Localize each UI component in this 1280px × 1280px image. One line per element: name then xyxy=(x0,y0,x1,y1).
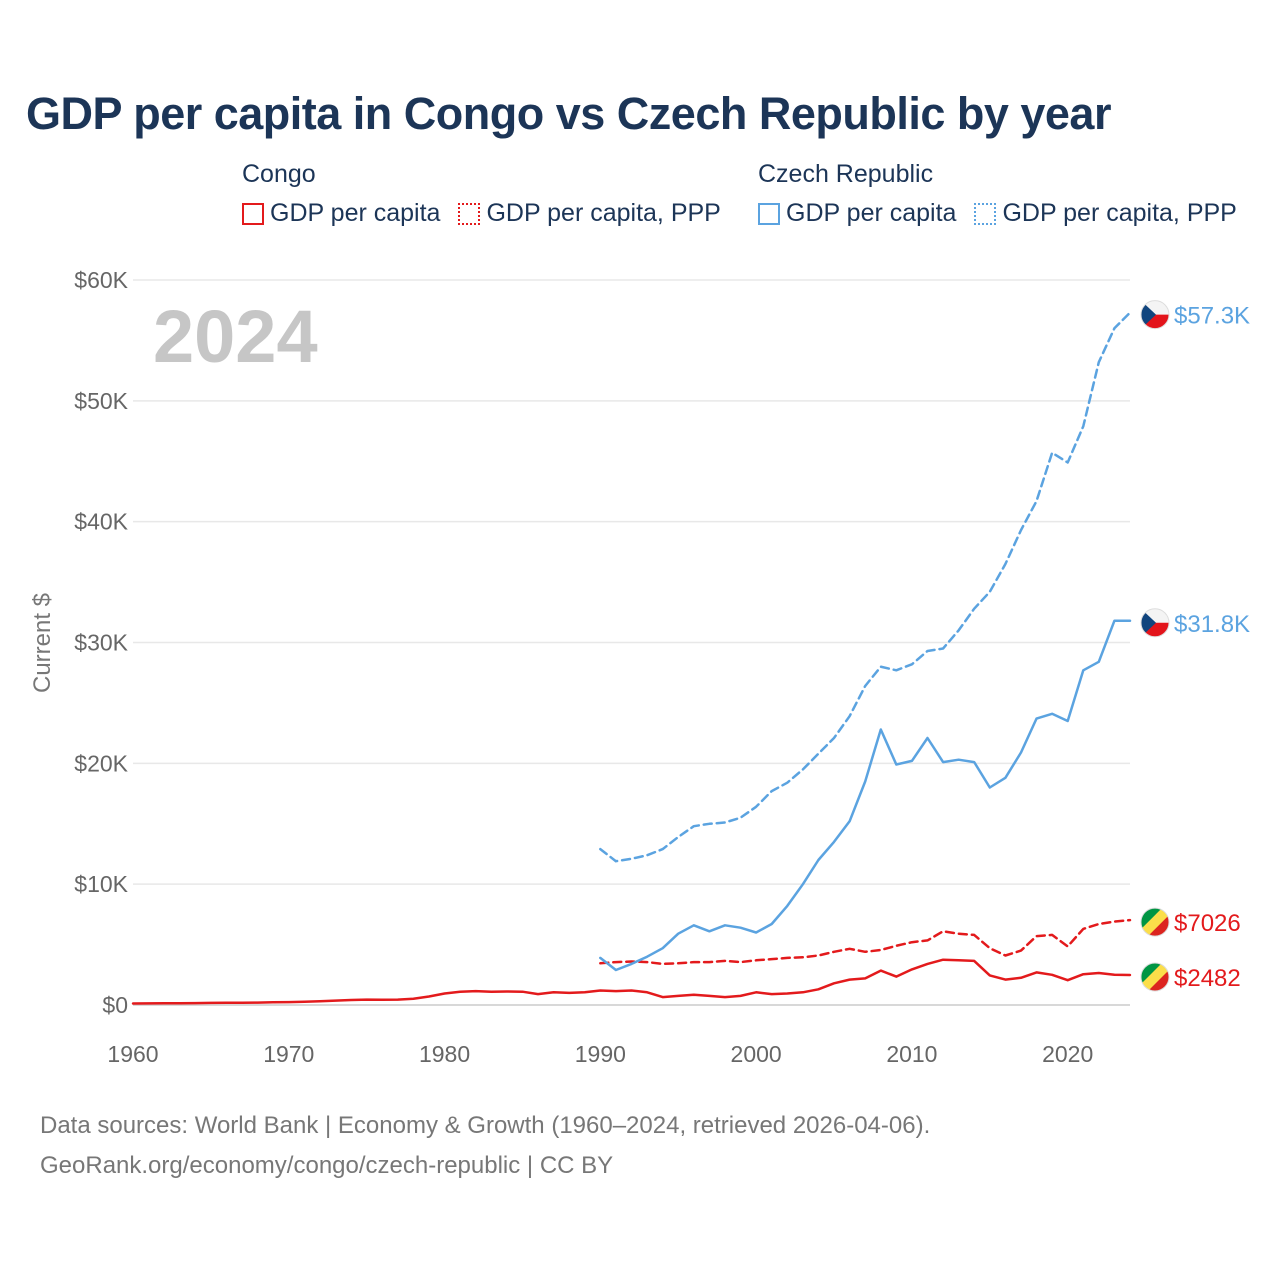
czech-flag-icon xyxy=(1140,300,1170,330)
legend-item-congo-gdp[interactable]: GDP per capita xyxy=(242,199,440,228)
y-tick-label: $20K xyxy=(74,750,128,776)
series-end-label: $7026 xyxy=(1174,910,1241,937)
line-chart: 2024 Current $ $0 $10K $20K $30K $40K $50K $60… xyxy=(29,267,1250,1067)
y-tick-label: $10K xyxy=(74,871,128,897)
y-tick-label: $40K xyxy=(74,509,128,535)
legend-swatch-dotted-red xyxy=(458,202,481,225)
legend-item-label: GDP per capita xyxy=(270,199,441,227)
x-tick-label: 1970 xyxy=(263,1041,314,1067)
x-tick-label: 2000 xyxy=(731,1041,782,1067)
legend-item-czech-gdp[interactable]: GDP per capita xyxy=(758,199,956,228)
congo-flag-icon xyxy=(1140,907,1170,937)
footer: Data sources: World Bank | Economy & Gro… xyxy=(40,1106,930,1186)
series-line-4[interactable] xyxy=(599,311,1132,863)
legend-group-name: Czech Republic xyxy=(758,160,934,188)
legend-group-congo: Congo GDP per capita GDP per capita, PPP xyxy=(242,160,739,228)
legend-swatch-dotted-blue xyxy=(974,202,997,225)
congo-flag-icon xyxy=(1140,962,1170,992)
czech-flag-icon xyxy=(1140,608,1170,638)
legend-group-name: Congo xyxy=(242,160,316,188)
x-tick-label: 2010 xyxy=(886,1041,937,1067)
legend-swatch-solid-blue xyxy=(758,202,780,225)
legend-item-label: GDP per capita, PPP xyxy=(486,199,721,227)
legend-item-label: GDP per capita, PPP xyxy=(1002,199,1237,227)
y-axis-title: Current $ xyxy=(29,593,56,693)
series-end-label: $31.8K xyxy=(1174,611,1250,638)
series-line-1[interactable] xyxy=(131,958,1132,1005)
x-tick-label: 1980 xyxy=(419,1041,470,1067)
series-line-3[interactable] xyxy=(599,619,1132,972)
y-tick-label: $0 xyxy=(102,992,128,1018)
y-tick-label: $60K xyxy=(74,267,128,293)
x-tick-label: 2020 xyxy=(1042,1041,1093,1067)
chart-title: GDP per capita in Congo vs Czech Republi… xyxy=(26,88,1111,139)
legend-item-label: GDP per capita xyxy=(786,199,957,227)
attribution-link[interactable]: GeoRank.org/economy/congo/czech-republic… xyxy=(40,1152,614,1179)
legend-item-czech-gdp-ppp[interactable]: GDP per capita, PPP xyxy=(974,199,1237,228)
series-end-label: $2482 xyxy=(1174,965,1241,992)
y-tick-label: $50K xyxy=(74,388,128,414)
data-source-note: Data sources: World Bank | Economy & Gro… xyxy=(40,1112,931,1139)
series-end-label: $57.3K xyxy=(1174,303,1250,330)
series-line-2[interactable] xyxy=(599,918,1132,966)
x-tick-label: 1960 xyxy=(107,1041,158,1067)
legend-group-czech-republic: Czech Republic GDP per capita GDP per ca… xyxy=(758,160,1255,228)
year-watermark: 2024 xyxy=(153,295,318,378)
y-tick-label: $30K xyxy=(74,630,128,656)
legend-item-congo-gdp-ppp[interactable]: GDP per capita, PPP xyxy=(458,199,721,228)
x-tick-label: 1990 xyxy=(575,1041,626,1067)
legend-swatch-solid-red xyxy=(242,202,264,225)
